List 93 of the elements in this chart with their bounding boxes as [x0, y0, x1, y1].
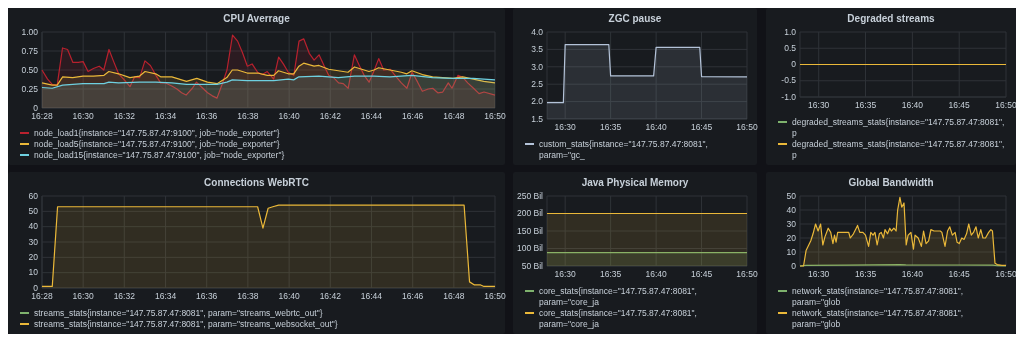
x-tick-label: 16:40 — [278, 111, 301, 121]
x-tick-label: 16:50 — [736, 122, 758, 132]
y-tick-label: 3.5 — [531, 44, 544, 55]
y-tick-label: 1.00 — [21, 26, 39, 37]
legend-label: custom_stats{instance="147.75.87.47:8081", param="gc_ — [539, 139, 711, 160]
y-tick-label: 0.75 — [21, 45, 39, 56]
y-tick-label: 20 — [786, 232, 797, 243]
legend-label: core_stats{instance="147.75.87.47:8081", param="core_ja — [539, 308, 700, 329]
x-tick-label: 16:32 — [113, 111, 136, 121]
chart-title: Java Physical Memory — [581, 177, 689, 188]
y-tick-label: 10 — [28, 267, 39, 278]
x-tick-label: 16:36 — [196, 291, 218, 301]
y-tick-label: 4.0 — [531, 26, 544, 37]
y-tick-label: 40 — [28, 221, 39, 232]
y-tick-label: 0.5 — [784, 42, 797, 53]
x-tick-label: 16:48 — [443, 291, 465, 301]
x-tick-label: 16:38 — [237, 291, 259, 301]
x-tick-label: 16:28 — [31, 111, 53, 121]
y-tick-label: 0 — [791, 59, 797, 70]
y-tick-label: 30 — [28, 236, 39, 247]
y-tick-label: 0 — [33, 102, 39, 113]
y-tick-label: 1.0 — [784, 26, 797, 37]
legend-label: degraded_streams_stats{instance="147.75.87.47:8081", p — [792, 139, 1007, 160]
y-tick-label: 50 Bil — [521, 260, 544, 271]
y-tick-label: 100 Bil — [517, 243, 544, 254]
x-tick-label: 16:50 — [995, 269, 1017, 279]
x-tick-label: 16:45 — [948, 100, 971, 110]
legend-label: node_load15{instance="147.75.87.47:9100", job="node_exporter"} — [34, 150, 285, 160]
x-tick-label: 16:30 — [72, 291, 95, 301]
x-tick-label: 16:35 — [599, 122, 622, 132]
x-tick-label: 16:40 — [645, 269, 668, 279]
x-tick-label: 16:36 — [196, 111, 218, 121]
chart-title: Connections WebRTC — [204, 177, 309, 188]
x-tick-label: 16:42 — [319, 291, 342, 301]
legend-label: streams_stats{instance="147.75.87.47:8081", param="streams_websocket_out"} — [34, 319, 338, 329]
x-tick-label: 16:45 — [690, 122, 713, 132]
y-tick-label: -1.0 — [781, 91, 797, 102]
x-tick-label: 16:35 — [854, 100, 877, 110]
y-tick-label: 200 Bil — [517, 208, 544, 219]
x-tick-label: 16:35 — [854, 269, 877, 279]
x-tick-label: 16:44 — [360, 291, 383, 301]
x-tick-label: 16:40 — [645, 122, 668, 132]
x-tick-label: 16:30 — [72, 111, 95, 121]
x-tick-label: 16:50 — [484, 111, 506, 121]
y-tick-label: 20 — [28, 252, 39, 263]
x-tick-label: 16:30 — [808, 100, 830, 110]
y-tick-label: 50 — [28, 206, 39, 217]
x-tick-label: 16:30 — [554, 269, 577, 279]
x-tick-label: 16:28 — [31, 291, 53, 301]
y-tick-label: 40 — [786, 204, 797, 215]
x-tick-label: 16:40 — [901, 269, 924, 279]
y-tick-label: 0 — [791, 260, 797, 271]
x-tick-label: 16:50 — [484, 291, 506, 301]
y-tick-label: 3.0 — [531, 61, 544, 72]
x-tick-label: 16:45 — [948, 269, 971, 279]
y-tick-label: 10 — [786, 246, 797, 257]
y-tick-label: 0 — [33, 282, 39, 293]
y-tick-label: 60 — [28, 190, 39, 201]
x-tick-label: 16:40 — [278, 291, 301, 301]
y-tick-label: 0.50 — [21, 64, 39, 75]
legend-label: node_load5{instance="147.75.87.47:9100", job="node_exporter"} — [34, 139, 280, 149]
x-tick-label: 16:40 — [901, 100, 924, 110]
x-tick-label: 16:38 — [237, 111, 259, 121]
x-tick-label: 16:34 — [154, 111, 177, 121]
chart-title: Degraded streams — [847, 13, 936, 24]
x-tick-label: 16:48 — [443, 111, 465, 121]
legend-label: node_load1{instance="147.75.87.47:9100", job="node_exporter"} — [34, 128, 280, 138]
x-tick-label: 16:46 — [402, 291, 424, 301]
x-tick-label: 16:50 — [736, 269, 758, 279]
y-tick-label: 250 Bil — [517, 190, 544, 201]
x-tick-label: 16:45 — [690, 269, 713, 279]
y-tick-label: 0.25 — [21, 83, 39, 94]
y-tick-label: 150 Bil — [517, 225, 544, 236]
chart-title: ZGC pause — [608, 13, 662, 24]
y-tick-label: 2.0 — [531, 96, 544, 107]
y-tick-label: -0.5 — [781, 75, 797, 86]
x-tick-label: 16:42 — [319, 111, 342, 121]
chart-title: Global Bandwidth — [848, 177, 934, 188]
x-tick-label: 16:30 — [554, 122, 577, 132]
x-tick-label: 16:34 — [154, 291, 177, 301]
y-tick-label: 30 — [786, 218, 797, 229]
y-tick-label: 2.5 — [531, 78, 544, 89]
x-tick-label: 16:32 — [113, 291, 136, 301]
y-tick-label: 1.5 — [531, 113, 544, 124]
x-tick-label: 16:44 — [360, 111, 383, 121]
chart-title: CPU Averrage — [223, 13, 291, 24]
x-tick-label: 16:35 — [599, 269, 622, 279]
x-tick-label: 16:46 — [402, 111, 424, 121]
x-tick-label: 16:30 — [808, 269, 830, 279]
legend-label: network_stats{instance="147.75.87.47:8081", param="glob — [792, 308, 966, 329]
y-tick-label: 50 — [786, 190, 797, 201]
legend-label: streams_stats{instance="147.75.87.47:8081", param="streams_webrtc_out"} — [34, 308, 323, 318]
x-tick-label: 16:50 — [995, 100, 1017, 110]
